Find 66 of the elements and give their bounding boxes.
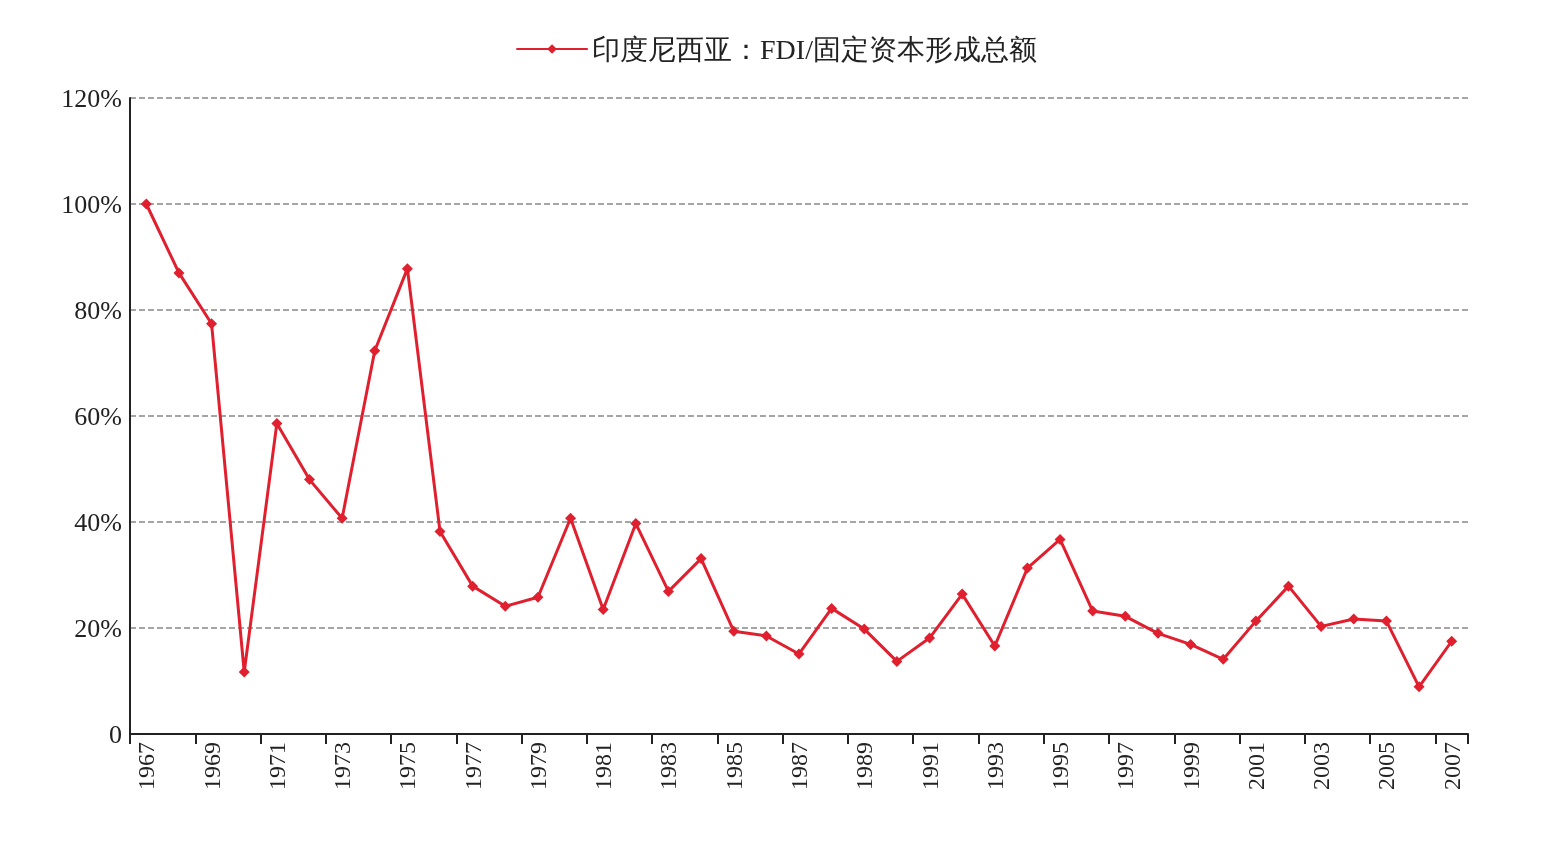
point	[1217, 653, 1229, 665]
point	[858, 623, 870, 635]
x-tick-label: 2001	[1242, 742, 1269, 790]
point	[1446, 635, 1458, 647]
point	[956, 588, 968, 600]
x-tick-label: 1971	[263, 742, 290, 790]
point	[989, 640, 1001, 652]
x-tick-label: 1987	[786, 742, 812, 790]
point	[1413, 681, 1425, 693]
point	[173, 267, 185, 279]
x-tick-label: 1989	[851, 742, 878, 790]
y-tick-label: 20%	[74, 613, 122, 643]
point	[695, 553, 707, 565]
point	[1054, 533, 1066, 545]
point	[630, 518, 642, 530]
point	[1021, 562, 1033, 574]
point	[1283, 580, 1295, 592]
point	[336, 512, 348, 524]
x-tick-label: 1991	[916, 742, 943, 790]
point	[1250, 615, 1262, 627]
point	[206, 318, 218, 330]
point	[1087, 605, 1099, 617]
point	[760, 630, 772, 642]
y-tick-label: 100%	[61, 189, 122, 219]
x-tick-label: 1993	[981, 742, 1008, 790]
x-tick-label: 1975	[394, 742, 421, 790]
y-tick-label: 120%	[61, 83, 122, 113]
x-tick-label: 1967	[133, 742, 160, 790]
y-tick-label: 40%	[74, 507, 122, 537]
x-tick-label: 1985	[720, 742, 747, 790]
point	[434, 526, 446, 538]
point	[662, 585, 674, 597]
point	[891, 655, 903, 667]
point	[140, 198, 152, 210]
point	[565, 512, 577, 524]
point	[303, 474, 315, 486]
x-tick-label: 1973	[329, 742, 356, 790]
point	[532, 591, 544, 603]
x-tick-label: 1995	[1047, 742, 1074, 790]
x-tick-label: 2007	[1438, 742, 1465, 790]
x-tick-label: 1979	[524, 742, 551, 790]
point	[499, 600, 511, 612]
point	[924, 632, 936, 644]
point	[1185, 638, 1197, 650]
point	[1119, 610, 1131, 622]
x-tick-label: 2003	[1308, 742, 1335, 790]
point	[467, 580, 479, 592]
x-tick-label: 1977	[459, 742, 486, 790]
x-tick-label: 1981	[590, 742, 617, 790]
point	[369, 345, 381, 357]
point	[1152, 627, 1164, 639]
y-tick-label: 0	[109, 719, 122, 749]
point	[826, 602, 838, 614]
x-tick-label: 1983	[655, 742, 682, 790]
point	[1315, 620, 1327, 632]
point	[728, 625, 740, 637]
x-tick-label: 1999	[1177, 742, 1204, 790]
y-tick-label: 60%	[74, 401, 122, 431]
point	[793, 648, 805, 660]
point	[271, 417, 283, 429]
point	[597, 603, 609, 615]
y-tick-label: 80%	[74, 295, 122, 325]
x-tick-label: 1997	[1112, 742, 1139, 790]
x-tick-label: 1969	[198, 742, 225, 790]
x-tick-label: 2005	[1373, 742, 1400, 790]
legend-label: 印度尼西亚：FDI/固定资本形成总额	[592, 33, 1037, 65]
